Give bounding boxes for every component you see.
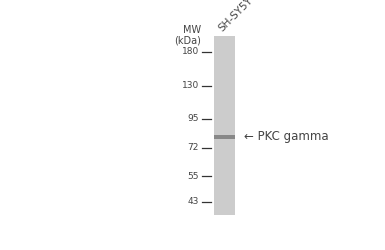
Text: SH-SY5Y: SH-SY5Y xyxy=(217,0,255,34)
Text: 72: 72 xyxy=(187,143,199,152)
Text: 180: 180 xyxy=(182,48,199,56)
Text: 43: 43 xyxy=(187,197,199,206)
Text: ← PKC gamma: ← PKC gamma xyxy=(244,130,328,143)
Text: MW: MW xyxy=(183,24,201,34)
Text: 55: 55 xyxy=(187,172,199,180)
Bar xyxy=(214,36,234,215)
Text: 130: 130 xyxy=(182,82,199,90)
Text: 95: 95 xyxy=(187,114,199,123)
Bar xyxy=(214,135,234,139)
Text: (kDa): (kDa) xyxy=(174,35,201,45)
